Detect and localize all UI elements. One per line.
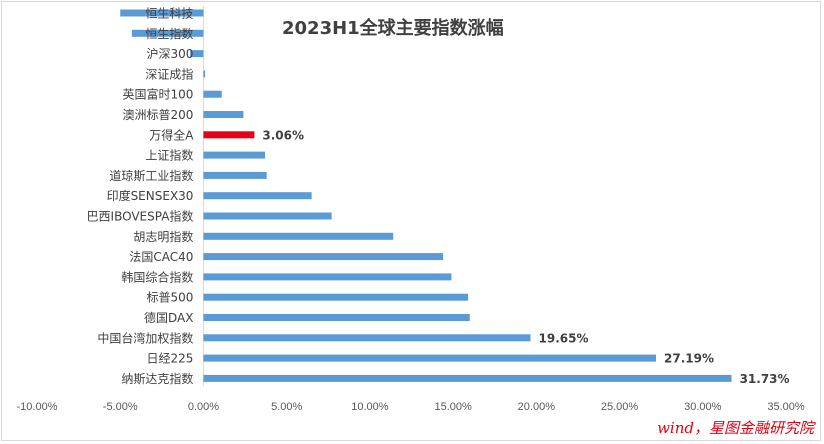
x-tick-label-7: 25.00% — [601, 401, 639, 413]
source-note: wind，星图金融研究院 — [657, 419, 814, 437]
category-label-9: 印度SENSEX30 — [107, 188, 194, 203]
x-tick-label-8: 30.00% — [684, 401, 722, 413]
bar-7 — [203, 151, 266, 159]
bar-4 — [203, 90, 222, 98]
bar-17 — [203, 354, 657, 362]
x-tick-label-0: -10.00% — [17, 401, 58, 413]
category-label-3: 深证成指 — [145, 66, 193, 81]
bar-0 — [120, 9, 204, 17]
bar-1 — [131, 29, 204, 37]
category-label-17: 日经225 — [147, 352, 194, 366]
category-label-13: 韩国综合指数 — [121, 269, 193, 284]
data-label-17: 27.19% — [664, 352, 714, 366]
category-label-7: 上证指数 — [145, 148, 193, 163]
category-label-10: 巴西IBOVESPA指数 — [87, 209, 194, 224]
x-tick-label-2: 0.00% — [188, 401, 219, 413]
bar-11 — [203, 232, 394, 240]
category-label-1: 恒生指数 — [145, 26, 193, 41]
bar-6 — [203, 131, 255, 139]
bar-3 — [203, 70, 206, 78]
category-label-8: 道琼斯工业指数 — [109, 168, 193, 183]
category-label-16: 中国台湾加权指数 — [97, 330, 193, 345]
x-tick-label-3: 5.00% — [271, 401, 302, 413]
category-label-5: 澳洲标普200 — [123, 108, 194, 122]
x-tick-label-1: -5.00% — [103, 401, 138, 413]
x-tick-label-4: 10.00% — [351, 401, 389, 413]
category-label-14: 标普500 — [147, 291, 194, 305]
chart-title: 2023H1全球主要指数涨幅 — [282, 18, 504, 39]
bar-5 — [203, 111, 244, 118]
category-label-18: 纳斯达克指数 — [121, 371, 193, 386]
bar-10 — [203, 212, 332, 220]
bar-12 — [203, 253, 444, 261]
bar-13 — [203, 273, 452, 281]
bar-18 — [203, 374, 732, 382]
bar-14 — [203, 293, 469, 301]
category-label-4: 英国富时100 — [123, 87, 194, 102]
data-label-6: 3.06% — [262, 128, 304, 142]
x-tick-label-6: 20.00% — [518, 401, 556, 413]
bar-8 — [203, 171, 267, 179]
x-tick-label-5: 15.00% — [434, 401, 472, 413]
category-label-11: 胡志明指数 — [133, 229, 193, 244]
category-label-2: 沪深300 — [147, 47, 194, 61]
category-label-15: 德国DAX — [144, 310, 193, 325]
category-label-12: 法国CAC40 — [129, 250, 193, 264]
data-label-16: 19.65% — [539, 331, 589, 345]
category-label-6: 万得全A — [149, 127, 194, 142]
x-tick-label-9: 35.00% — [767, 401, 805, 413]
bar-2 — [190, 50, 204, 58]
category-label-0: 恒生科技 — [145, 7, 193, 21]
bar-15 — [203, 314, 470, 321]
data-label-18: 31.73% — [740, 372, 790, 386]
bar-16 — [203, 334, 531, 342]
bar-9 — [203, 192, 312, 200]
